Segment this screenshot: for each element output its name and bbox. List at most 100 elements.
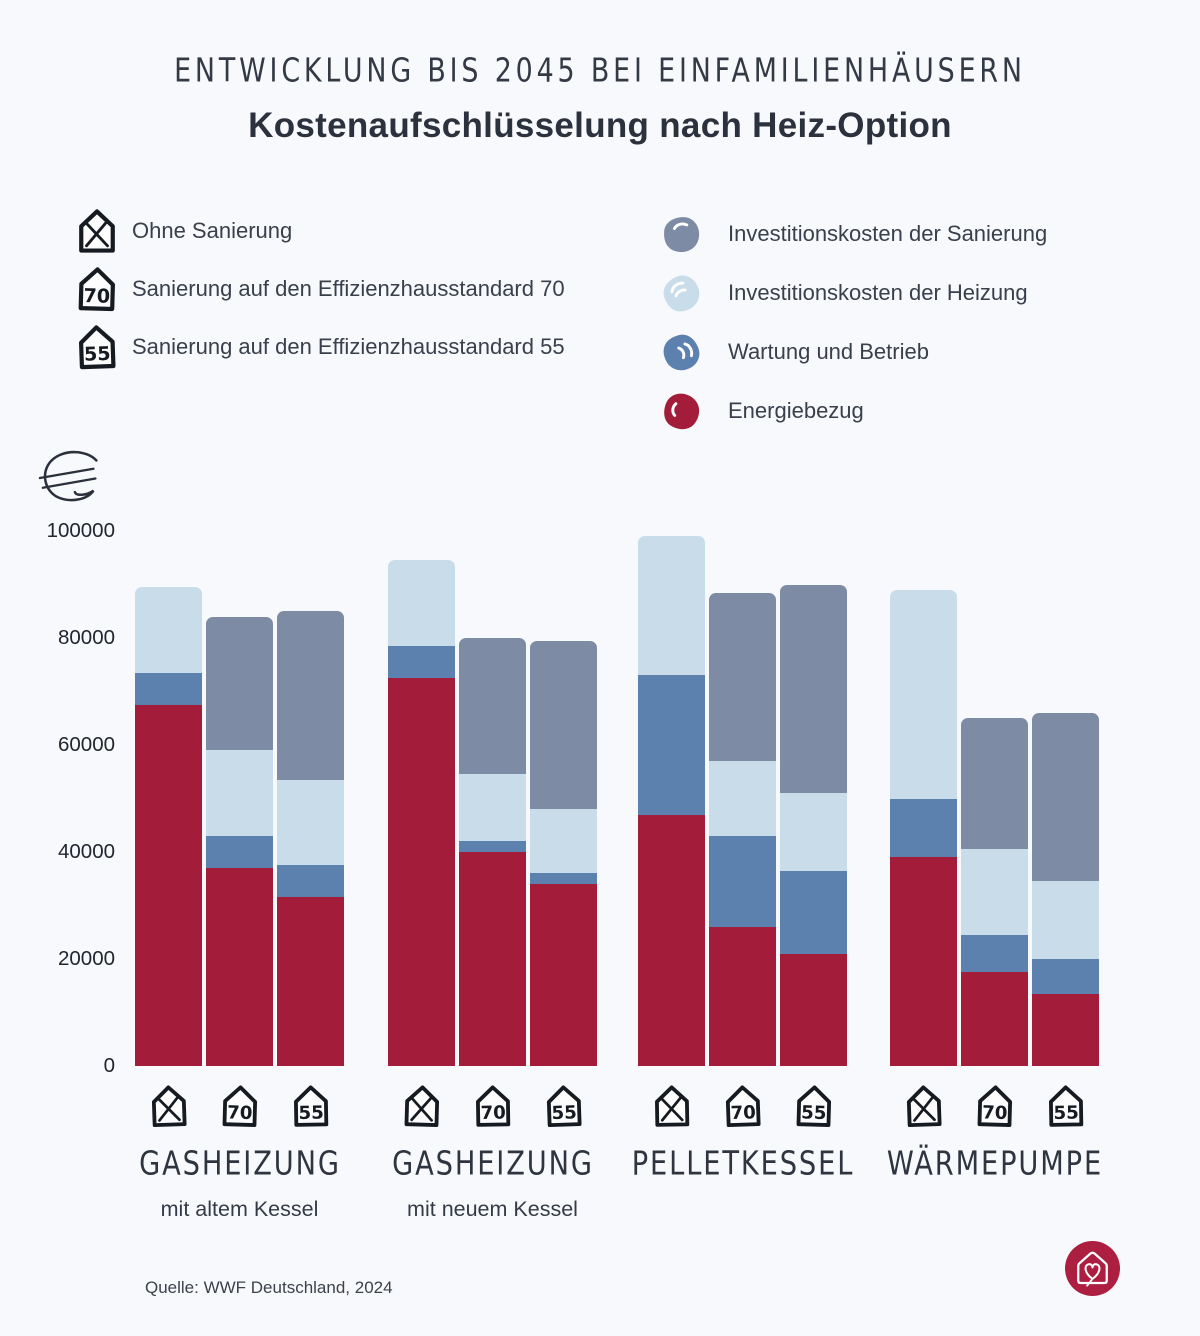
legend-row-energiebezug: Energiebezug xyxy=(662,389,1047,433)
bar-segment-sanierung xyxy=(530,640,597,810)
bar-segment-wartung xyxy=(890,798,957,858)
house-55-icon: 55 xyxy=(1048,1085,1083,1127)
house-70-icon: 70 xyxy=(977,1085,1012,1127)
bar-segment-wartung xyxy=(206,835,273,869)
page-title: Kostenaufschlüsselung nach Heiz-Option xyxy=(248,106,952,145)
paint-blob-icon xyxy=(663,334,700,370)
bar-segment-wartung xyxy=(459,841,526,852)
group-sublabel: mit altem Kessel xyxy=(160,1197,319,1221)
group-label: GASHEIZUNG xyxy=(138,1143,341,1183)
group-label: WÄRMEPUMPE xyxy=(886,1143,1103,1183)
axis-tick-label: 0 xyxy=(103,1054,115,1077)
bar-segment-energie xyxy=(890,857,957,1066)
svg-text:70: 70 xyxy=(981,1102,1007,1124)
axis-tick-label: 80000 xyxy=(57,626,115,649)
house-55-icon: 55 xyxy=(546,1085,582,1128)
svg-text:55: 55 xyxy=(800,1102,826,1124)
svg-text:70: 70 xyxy=(226,1102,252,1124)
bar-segment-wartung xyxy=(135,672,202,705)
euro-sign-icon xyxy=(38,450,98,502)
svg-text:55: 55 xyxy=(1053,1103,1079,1124)
bar-segment-wartung xyxy=(530,873,597,885)
group-label: PELLETKESSEL xyxy=(631,1143,854,1183)
bar-pelletkessel-ohne xyxy=(638,536,705,1066)
legend-label: Sanierung auf den Effizienzhausstandard … xyxy=(132,276,565,301)
bar-gasheizung-70 xyxy=(206,616,273,1066)
bar-segment-wartung xyxy=(277,865,344,898)
svg-text:55: 55 xyxy=(298,1103,324,1124)
renovation-legend: Ohne Sanierung 70 Sanierung auf den Effi… xyxy=(76,207,565,381)
svg-text:55: 55 xyxy=(551,1102,577,1124)
bar-segment-heizung xyxy=(530,809,597,874)
bar-segment-heizung xyxy=(459,774,526,842)
house-x-icon xyxy=(79,209,115,253)
bar-wärmepumpe-55 xyxy=(1032,712,1099,1066)
legend-row-ohne-sanierung: Ohne Sanierung xyxy=(76,207,565,255)
bar-gasheizung-55 xyxy=(277,611,344,1066)
bar-segment-wartung xyxy=(1032,959,1099,994)
bar-gasheizung-ohne xyxy=(135,587,202,1066)
cost-legend: Investitionskosten der Sanierung Investi… xyxy=(662,212,1047,448)
house-55-icon: 55 xyxy=(796,1085,831,1127)
svg-text:70: 70 xyxy=(480,1103,506,1124)
bar-segment-heizung xyxy=(709,761,776,836)
legend-row-standard-55: 55 Sanierung auf den Effizienzhausstanda… xyxy=(76,323,565,371)
bar-segment-wartung xyxy=(780,870,847,954)
house-x-icon xyxy=(151,1085,187,1128)
bar-segment-wartung xyxy=(709,835,776,927)
bar-segment-sanierung xyxy=(206,616,273,751)
bar-pelletkessel-70 xyxy=(709,592,776,1066)
house-70-icon: 70 xyxy=(725,1085,761,1128)
bar-segment-heizung xyxy=(780,793,847,871)
house-55-icon: 55 xyxy=(293,1085,328,1127)
bar-segment-energie xyxy=(1032,993,1099,1066)
bar-segment-heizung xyxy=(890,589,957,799)
legend-label: Energiebezug xyxy=(728,398,864,423)
house-55-icon: 55 xyxy=(78,325,116,370)
bar-segment-energie xyxy=(206,868,273,1066)
bar-segment-wartung xyxy=(638,675,705,815)
bar-gasheizung-55 xyxy=(530,640,597,1066)
house-70-icon: 70 xyxy=(475,1085,510,1127)
house-70-icon: 70 xyxy=(222,1085,257,1127)
bar-segment-heizung xyxy=(388,560,455,647)
bar-segment-sanierung xyxy=(459,638,526,775)
legend-label: Investitionskosten der Sanierung xyxy=(728,221,1048,246)
svg-text:70: 70 xyxy=(83,284,110,308)
svg-text:55: 55 xyxy=(84,342,111,366)
bar-segment-sanierung xyxy=(780,584,847,794)
paint-blob-icon xyxy=(663,275,700,311)
bar-segment-energie xyxy=(530,884,597,1066)
bar-segment-heizung xyxy=(638,536,705,676)
axis-tick-label: 40000 xyxy=(57,840,115,863)
axis-tick-label: 20000 xyxy=(57,947,115,970)
group-label: GASHEIZUNG xyxy=(391,1143,594,1183)
bar-segment-energie xyxy=(709,926,776,1066)
bar-wärmepumpe-ohne xyxy=(890,589,957,1066)
legend-label: Investitionskosten der Heizung xyxy=(728,280,1028,305)
paint-blob-icon xyxy=(664,216,700,252)
house-x-icon xyxy=(906,1085,942,1128)
bar-segment-heizung xyxy=(206,750,273,836)
bar-gasheizung-70 xyxy=(459,638,526,1066)
legend-label: Wartung und Betrieb xyxy=(728,339,929,364)
house-heart-logo xyxy=(1064,1240,1121,1297)
bar-segment-sanierung xyxy=(1032,712,1099,882)
house-x-icon xyxy=(404,1085,439,1127)
bar-segment-wartung xyxy=(961,934,1028,973)
bar-segment-energie xyxy=(388,678,455,1066)
legend-row-wartung: Wartung und Betrieb xyxy=(662,330,1047,374)
house-70-icon: 70 xyxy=(78,267,115,312)
axis-tick-label: 60000 xyxy=(57,733,115,756)
source-note: Quelle: WWF Deutschland, 2024 xyxy=(145,1278,393,1297)
bar-segment-sanierung xyxy=(277,611,344,780)
bar-pelletkessel-55 xyxy=(780,584,847,1066)
group-sublabel: mit neuem Kessel xyxy=(407,1197,578,1221)
bar-segment-energie xyxy=(961,972,1028,1066)
svg-text:70: 70 xyxy=(730,1102,756,1124)
bar-segment-energie xyxy=(638,814,705,1066)
bar-segment-energie xyxy=(459,852,526,1066)
bar-gasheizung-ohne xyxy=(388,560,455,1066)
axis-tick-label: 100000 xyxy=(46,519,115,542)
